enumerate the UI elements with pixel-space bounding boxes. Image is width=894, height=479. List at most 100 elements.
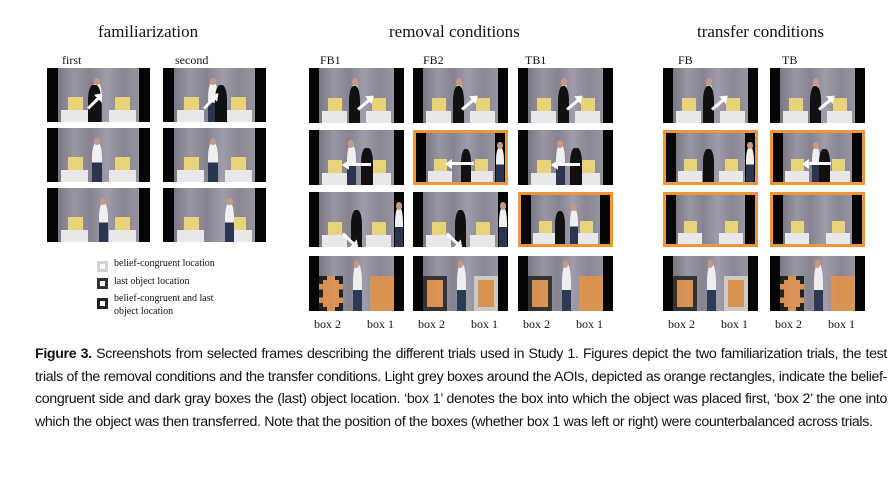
box-right [371, 221, 386, 235]
table-right [108, 230, 136, 242]
box-left [432, 221, 447, 235]
table-right [719, 233, 743, 244]
box-right [230, 217, 247, 231]
actor [569, 208, 578, 244]
video-frame [663, 192, 758, 247]
actor-head [706, 77, 712, 86]
actor-head [93, 137, 101, 146]
video-frame [770, 130, 865, 185]
table-left [322, 234, 347, 247]
actor-head [499, 201, 506, 210]
table-left [428, 171, 452, 182]
legend-dark-label: last object location [114, 276, 190, 287]
box-right [371, 97, 386, 111]
second-actor [452, 85, 465, 123]
aoi-box-2 [318, 275, 344, 311]
col-second: second [175, 53, 209, 67]
video-frame [770, 192, 865, 247]
table-right [470, 234, 495, 247]
table-left [783, 110, 808, 123]
table-right [108, 170, 136, 182]
box-right [580, 97, 595, 111]
box-right [474, 159, 489, 172]
aoi-box-1 [473, 275, 499, 311]
box-right [114, 217, 131, 231]
table-right [574, 233, 598, 244]
box-left [183, 217, 200, 231]
actor [706, 264, 717, 311]
box-label-2: box 2 [418, 317, 445, 331]
actor-head [571, 203, 577, 211]
second-actor [819, 148, 830, 182]
col-tb: TB [782, 53, 798, 67]
aoi-box-1 [578, 275, 604, 311]
table-left [531, 110, 556, 123]
box-right [475, 97, 490, 111]
box-right [725, 97, 740, 111]
actor [208, 143, 218, 182]
legend-dark-swatch [97, 278, 108, 289]
box-label-2: box 2 [523, 317, 550, 331]
table-left [531, 172, 556, 185]
box-left [789, 97, 804, 111]
box-left [537, 97, 552, 111]
box-label-2: box 2 [668, 317, 695, 331]
box-right [832, 97, 847, 111]
second-actor [554, 210, 566, 244]
box-right [371, 159, 386, 173]
video-frame [163, 68, 266, 122]
box-right [114, 97, 131, 111]
video-frame [770, 256, 865, 311]
actor [813, 264, 824, 311]
second-actor [702, 85, 715, 123]
box-left [682, 97, 697, 111]
video-frame [309, 68, 404, 123]
actor-head [497, 141, 503, 149]
box-left [683, 159, 698, 172]
table-right [366, 234, 391, 247]
box-left [538, 221, 553, 234]
actor [456, 264, 467, 311]
video-frame [518, 68, 613, 123]
actor [496, 146, 505, 182]
video-frame [413, 130, 508, 185]
table-left [785, 171, 809, 182]
table-left [61, 170, 89, 182]
box-right [831, 159, 846, 172]
table-right [827, 110, 852, 123]
actor-head [209, 77, 217, 86]
caption-label: Figure 3. [35, 346, 92, 362]
box-right [230, 157, 247, 171]
table-left [533, 233, 557, 244]
box-left [183, 97, 200, 111]
video-frame [518, 130, 613, 185]
box-label-1: box 1 [828, 317, 855, 331]
second-actor [454, 209, 467, 247]
actor-head [456, 77, 462, 86]
col-tb1: TB1 [525, 53, 547, 67]
actor-head [813, 141, 819, 149]
actor-head [348, 139, 355, 148]
second-actor [350, 209, 363, 247]
table-right [826, 233, 850, 244]
box-label-2: box 2 [314, 317, 341, 331]
box-left [328, 159, 343, 173]
video-frame [413, 68, 508, 123]
arrow-icon [344, 163, 371, 166]
second-actor [703, 148, 715, 182]
box-right [724, 159, 739, 172]
actor-head [353, 260, 360, 269]
second-actor [809, 85, 822, 123]
box-right [475, 221, 490, 235]
box-label-1: box 1 [721, 317, 748, 331]
actor [224, 203, 235, 242]
box-left [183, 157, 200, 171]
col-fb2: FB2 [423, 53, 444, 67]
table-left [61, 110, 89, 122]
familiarization-title: familiarization [98, 22, 199, 41]
table-left [785, 233, 809, 244]
box-left [433, 159, 448, 172]
actor-head [814, 260, 821, 269]
aoi-box-2 [779, 275, 805, 311]
